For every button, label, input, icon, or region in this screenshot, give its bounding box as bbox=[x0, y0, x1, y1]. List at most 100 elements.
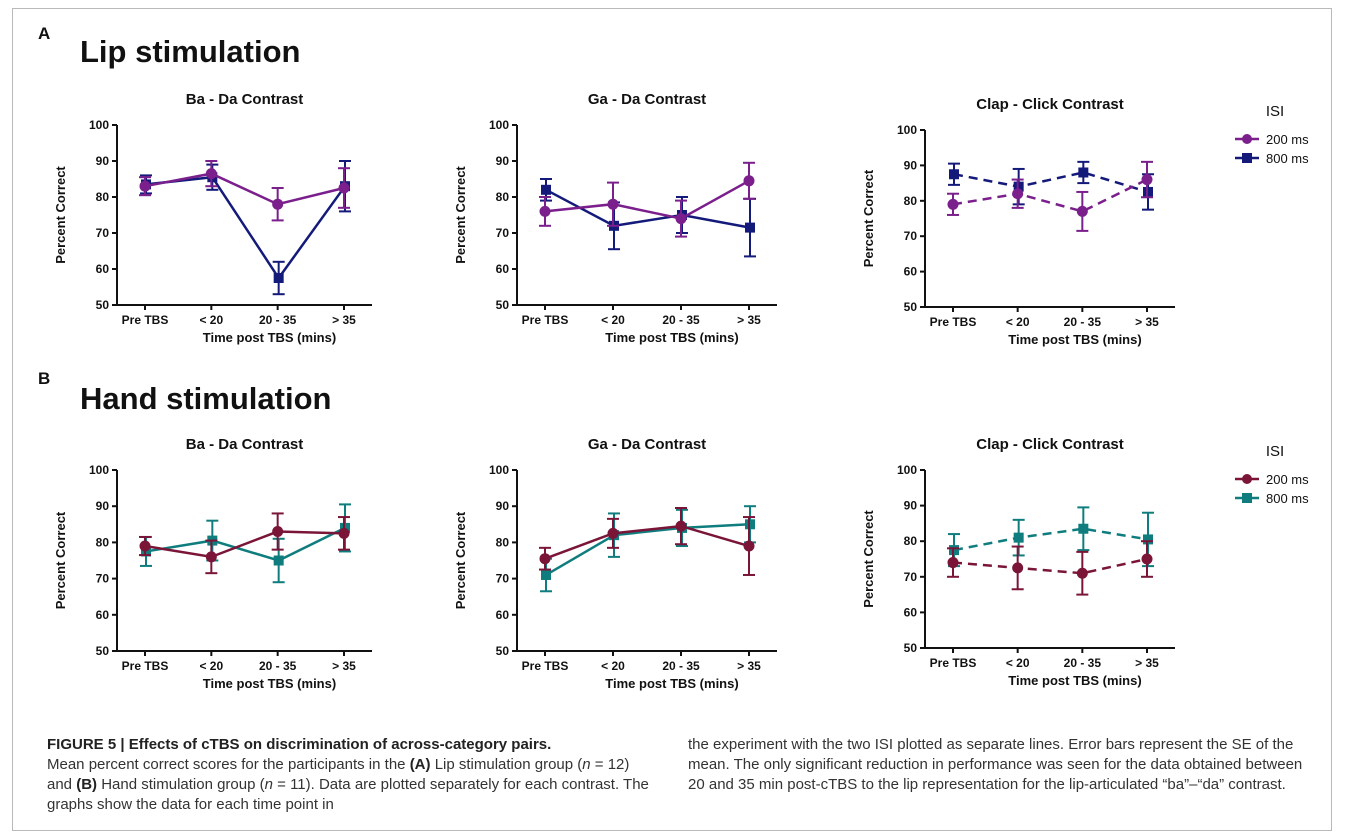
y-tick-label: 70 bbox=[904, 229, 918, 243]
x-tick-label: > 35 bbox=[332, 659, 356, 673]
x-tick-label: 20 - 35 bbox=[1064, 315, 1102, 329]
data-point bbox=[539, 553, 551, 565]
y-tick-label: 100 bbox=[89, 463, 109, 477]
y-tick-label: 60 bbox=[496, 262, 510, 276]
chart: Clap - Click Contrast 50 60 70 80 90 100 Pre TB… bbox=[861, 96, 1309, 347]
data-point bbox=[743, 540, 755, 552]
caption-text: = 11). Data are plotted separately for e… bbox=[47, 776, 649, 813]
data-point bbox=[743, 175, 755, 187]
chart-title: Clap - Click Contrast bbox=[976, 96, 1124, 113]
y-axis-label: Percent Correct bbox=[453, 511, 468, 609]
x-axis-label: Time post TBS (mins) bbox=[1008, 673, 1141, 688]
legend-title: ISI bbox=[1266, 443, 1284, 460]
series-line bbox=[144, 172, 345, 206]
data-point bbox=[205, 168, 217, 180]
y-tick-label: 50 bbox=[904, 300, 918, 314]
y-tick-label: 60 bbox=[96, 608, 110, 622]
series-200-ms bbox=[139, 160, 350, 222]
x-tick-label: < 20 bbox=[601, 313, 625, 327]
series-line bbox=[953, 171, 1149, 194]
caption-right: the experiment with the two ISI plotted … bbox=[688, 736, 1303, 793]
chart-title: Ba - Da Contrast bbox=[186, 91, 304, 108]
data-point bbox=[607, 198, 619, 210]
chart: Ba - Da Contrast 50 60 70 80 90 100 Pre TBS < 20… bbox=[53, 436, 372, 691]
y-tick-label: 80 bbox=[496, 535, 510, 549]
data-point bbox=[1076, 567, 1088, 579]
data-point bbox=[273, 273, 284, 283]
y-tick-label: 80 bbox=[496, 190, 510, 204]
data-point bbox=[139, 180, 151, 192]
panel-letter: A bbox=[38, 24, 50, 43]
y-tick-label: 70 bbox=[496, 572, 510, 586]
y-tick-label: 80 bbox=[96, 535, 110, 549]
y-tick-label: 50 bbox=[496, 298, 510, 312]
series-800-ms bbox=[948, 506, 1154, 568]
y-tick-label: 50 bbox=[96, 644, 110, 658]
x-tick-label: > 35 bbox=[1135, 656, 1159, 670]
y-tick-label: 60 bbox=[904, 265, 918, 279]
y-tick-label: 100 bbox=[897, 123, 917, 137]
series-line bbox=[544, 179, 750, 220]
y-tick-label: 100 bbox=[897, 463, 917, 477]
data-point bbox=[539, 205, 551, 217]
chart: Ga - Da Contrast 50 60 70 80 90 100 Pre TBS < 20… bbox=[453, 436, 777, 691]
caption-n-variable: n bbox=[264, 776, 273, 793]
panel-title: Lip stimulation bbox=[80, 34, 300, 69]
x-tick-label: 20 - 35 bbox=[259, 313, 297, 327]
data-point bbox=[1013, 532, 1024, 543]
y-tick-label: 60 bbox=[904, 605, 918, 619]
x-tick-label: Pre TBS bbox=[122, 313, 169, 327]
legend: ISI 200 ms 800 ms bbox=[1235, 103, 1309, 166]
series-line bbox=[544, 524, 750, 560]
data-point bbox=[1141, 553, 1153, 565]
data-point bbox=[139, 540, 151, 552]
chart-title: Ba - Da Contrast bbox=[186, 436, 304, 453]
x-axis-label: Time post TBS (mins) bbox=[605, 330, 738, 345]
series-200-ms bbox=[947, 540, 1153, 596]
legend-marker bbox=[1242, 493, 1252, 503]
x-axis-label: Time post TBS (mins) bbox=[203, 676, 336, 691]
series-line bbox=[144, 530, 345, 559]
y-tick-label: 60 bbox=[96, 262, 110, 276]
y-tick-label: 90 bbox=[904, 499, 918, 513]
series-200-ms bbox=[139, 512, 350, 575]
data-point bbox=[745, 222, 755, 233]
data-point bbox=[949, 169, 959, 180]
figure-frame bbox=[12, 8, 1332, 831]
legend-label: 200 ms bbox=[1266, 132, 1309, 147]
y-axis-label: Percent Correct bbox=[53, 511, 68, 609]
data-point bbox=[607, 527, 619, 539]
caption-title: FIGURE 5 | Effects of cTBS on discrimina… bbox=[47, 736, 552, 753]
data-point bbox=[205, 551, 217, 563]
x-tick-label: 20 - 35 bbox=[662, 659, 700, 673]
data-point bbox=[1141, 174, 1153, 186]
x-tick-label: < 20 bbox=[199, 313, 223, 327]
y-tick-label: 70 bbox=[96, 572, 110, 586]
data-point bbox=[272, 198, 284, 210]
x-tick-label: < 20 bbox=[1006, 656, 1030, 670]
caption-text: Hand stimulation group ( bbox=[101, 776, 265, 793]
series-200-ms bbox=[539, 507, 755, 576]
legend-marker bbox=[1242, 474, 1252, 484]
x-tick-label: < 20 bbox=[199, 659, 223, 673]
y-tick-label: 100 bbox=[489, 118, 509, 132]
legend-label: 800 ms bbox=[1266, 491, 1309, 506]
x-tick-label: 20 - 35 bbox=[259, 659, 297, 673]
data-point bbox=[1076, 205, 1088, 217]
caption-left: FIGURE 5 | Effects of cTBS on discrimina… bbox=[47, 735, 657, 815]
data-point bbox=[947, 198, 959, 210]
x-tick-label: < 20 bbox=[601, 659, 625, 673]
x-tick-label: Pre TBS bbox=[122, 659, 169, 673]
x-tick-label: Pre TBS bbox=[930, 315, 977, 329]
series-line bbox=[952, 178, 1148, 213]
y-tick-label: 80 bbox=[96, 190, 110, 204]
y-tick-label: 50 bbox=[496, 644, 510, 658]
legend-label: 200 ms bbox=[1266, 472, 1309, 487]
data-point bbox=[272, 526, 284, 538]
y-tick-label: 100 bbox=[89, 118, 109, 132]
data-point bbox=[1078, 167, 1089, 178]
data-point bbox=[338, 182, 350, 194]
x-tick-label: Pre TBS bbox=[930, 656, 977, 670]
series-line bbox=[145, 526, 346, 562]
y-axis-label: Percent Correct bbox=[861, 510, 876, 608]
